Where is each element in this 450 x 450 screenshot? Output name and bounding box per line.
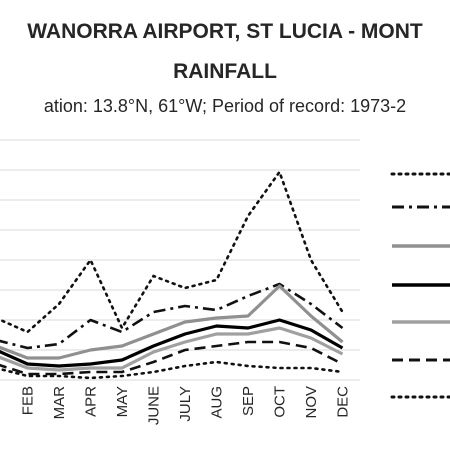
x-tick-label-july: JULY [177,386,194,422]
series-line-6 [0,360,344,380]
series-line-4 [0,326,344,372]
x-tick-label-oct: OCT [272,386,289,418]
chart-title-line2: RAINFALL [173,60,277,83]
x-tick-label-june: JUNE [146,386,163,425]
series-line-3 [0,318,344,368]
x-tick-label-aug: AUG [209,386,226,419]
chart-subtitle: ation: 13.8°N, 61°W; Period of record: 1… [43,96,407,116]
x-tick-label-feb: FEB [20,386,37,415]
series-line-2 [0,284,344,360]
x-tick-label-mar: MAR [51,386,68,420]
series-line-1 [0,282,344,350]
chart-title-line1: WANORRA AIRPORT, ST LUCIA - MONT [27,20,423,43]
x-tick-label-apr: APR [83,386,100,417]
series-line-5 [0,340,344,376]
x-tick-label-sep: SEP [240,386,257,416]
x-tick-label-dec: DEC [335,386,352,418]
x-tick-label-nov: NOV [303,386,320,419]
x-tick-label-may: MAY [114,386,131,417]
series-line-0 [0,170,344,334]
